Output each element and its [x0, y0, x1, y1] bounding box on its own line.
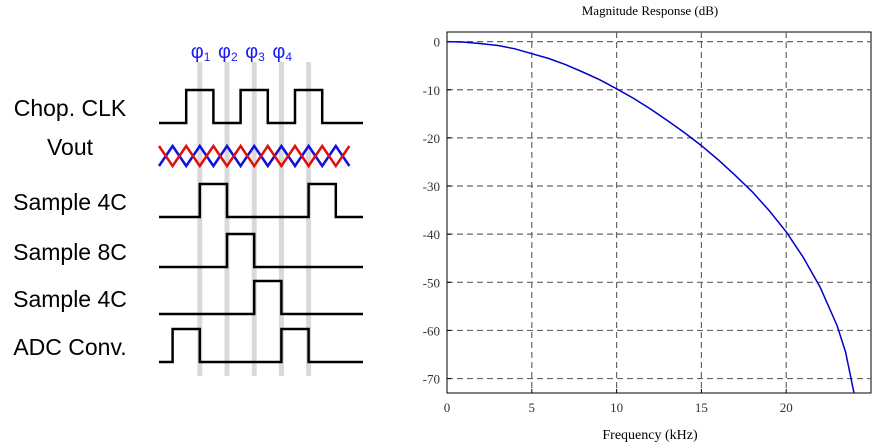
- signal-label-6: ADC Conv.: [13, 334, 126, 360]
- signal-trace-3: [159, 182, 363, 219]
- phase-label-2: φ2: [218, 41, 238, 64]
- x-tick-label-4: 20: [780, 400, 793, 415]
- magnitude-response-chart: Magnitude Response (dB) Frequency (kHz) 0…: [423, 3, 872, 443]
- phase-label-4: φ4: [272, 41, 292, 64]
- y-tick-label-6: -60: [423, 323, 440, 338]
- y-tick-label-7: -70: [423, 372, 440, 387]
- signal-trace-1: [159, 88, 363, 125]
- series-line-1: [446, 40, 855, 394]
- signal-trace-6: [159, 327, 363, 364]
- x-tick-label-1: 5: [529, 400, 536, 415]
- y-tick-label-4: -40: [423, 227, 440, 242]
- vout-trace-blue: [157, 143, 351, 169]
- timing-diagram: φ1 φ2 φ3 φ4 Chop. CLK Vout Sample 4C Sample 8C S…: [13, 41, 363, 376]
- y-tick-label-5: -50: [423, 275, 440, 290]
- x-tick-label-0: 0: [444, 400, 451, 415]
- y-tick-label-0: 0: [434, 35, 441, 50]
- signal-label-1: Chop. CLK: [14, 95, 127, 121]
- y-tick-label-3: -30: [423, 179, 440, 194]
- phase-label-1: φ1: [191, 41, 211, 64]
- x-axis-label: Frequency (kHz): [602, 428, 698, 443]
- signal-trace-5: [159, 279, 363, 316]
- x-tick-label-2: 10: [610, 400, 623, 415]
- plot-area: [446, 31, 872, 394]
- signal-label-2: Vout: [47, 134, 94, 160]
- signal-label-5: Sample 4C: [13, 286, 127, 312]
- chart-title: Magnitude Response (dB): [582, 3, 718, 18]
- signal-label-4: Sample 8C: [13, 239, 127, 265]
- signal-label-3: Sample 4C: [13, 189, 127, 215]
- phase-label-3: φ3: [245, 41, 265, 64]
- signal-trace-4: [159, 232, 363, 269]
- vout-trace-red: [157, 143, 351, 169]
- y-tick-label-1: -10: [423, 83, 440, 98]
- x-tick-label-3: 15: [695, 400, 708, 415]
- y-tick-label-2: -20: [423, 131, 440, 146]
